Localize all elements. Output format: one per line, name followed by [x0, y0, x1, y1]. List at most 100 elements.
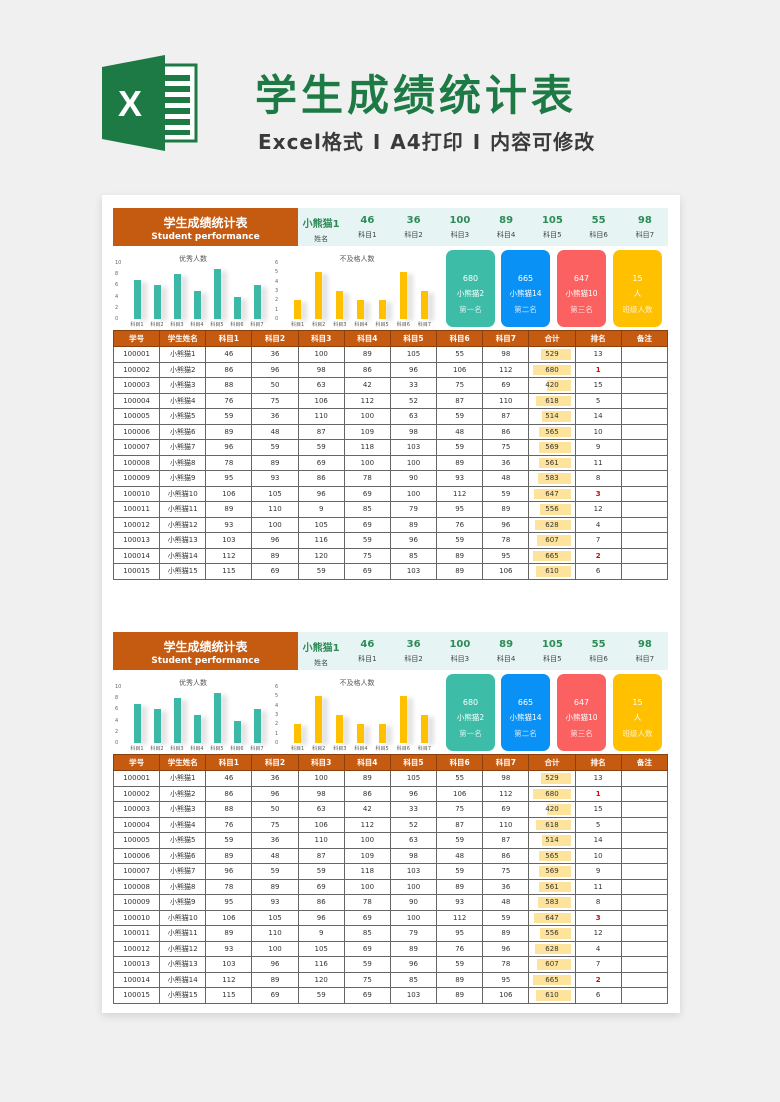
score-cell[interactable]: 100 — [343, 878, 391, 895]
total-cell[interactable]: 607 — [528, 532, 576, 549]
score-cell[interactable]: 59 — [436, 863, 484, 880]
student-name-cell[interactable]: 小熊猫15 — [159, 987, 207, 1004]
score-cell[interactable]: 100 — [389, 485, 438, 502]
total-cell[interactable]: 680 — [528, 785, 576, 802]
rank-cell[interactable]: 9 — [574, 863, 622, 880]
student-name-cell[interactable]: 小熊猫11 — [159, 501, 207, 518]
score-cell[interactable]: 100 — [251, 940, 299, 957]
rank-cell[interactable]: 3 — [574, 909, 622, 926]
student-name-cell[interactable]: 小熊猫4 — [159, 392, 207, 409]
score-cell[interactable]: 96 — [482, 940, 530, 957]
remark-cell[interactable] — [620, 532, 669, 549]
total-cell[interactable]: 680 — [528, 361, 576, 378]
rank-cell[interactable]: 2 — [574, 547, 622, 564]
score-cell[interactable]: 59 — [297, 863, 345, 880]
score-cell[interactable]: 118 — [343, 439, 391, 456]
score-cell[interactable]: 88 — [205, 377, 253, 394]
score-cell[interactable]: 75 — [482, 439, 530, 456]
rank-cell[interactable]: 7 — [574, 532, 622, 549]
remark-cell[interactable] — [620, 346, 669, 363]
score-cell[interactable]: 98 — [389, 423, 438, 440]
student-name-cell[interactable]: 小熊猫14 — [159, 547, 207, 564]
student-name-cell[interactable]: 小熊猫10 — [159, 485, 207, 502]
rank-cell[interactable]: 13 — [574, 346, 622, 363]
score-cell[interactable]: 90 — [389, 470, 438, 487]
student-name-cell[interactable]: 小熊猫1 — [159, 346, 207, 363]
student-id-cell[interactable]: 100008 — [112, 878, 161, 895]
total-cell[interactable]: 561 — [528, 878, 576, 895]
score-cell[interactable]: 98 — [389, 847, 438, 864]
score-cell[interactable]: 59 — [436, 408, 484, 425]
score-cell[interactable]: 110 — [251, 925, 299, 942]
score-cell[interactable]: 98 — [297, 361, 345, 378]
student-id-cell[interactable]: 100010 — [112, 909, 161, 926]
student-id-cell[interactable]: 100015 — [112, 563, 161, 580]
rank-cell[interactable]: 15 — [574, 801, 622, 818]
student-name-cell[interactable]: 小熊猫14 — [159, 971, 207, 988]
remark-cell[interactable] — [620, 547, 669, 564]
total-cell[interactable]: 583 — [528, 470, 576, 487]
score-cell[interactable]: 106 — [297, 392, 345, 409]
rank-cell[interactable]: 5 — [574, 816, 622, 833]
score-cell[interactable]: 100 — [343, 454, 391, 471]
rank-cell[interactable]: 8 — [574, 894, 622, 911]
score-cell[interactable]: 75 — [251, 392, 299, 409]
score-cell[interactable]: 59 — [297, 439, 345, 456]
column-header[interactable]: 科目3 — [297, 330, 345, 347]
score-cell[interactable]: 103 — [205, 532, 253, 549]
total-cell[interactable]: 610 — [528, 987, 576, 1004]
remark-cell[interactable] — [620, 987, 669, 1004]
score-cell[interactable]: 33 — [389, 377, 438, 394]
student-id-cell[interactable]: 100002 — [112, 785, 161, 802]
remark-cell[interactable] — [620, 485, 669, 502]
student-name-cell[interactable]: 小熊猫5 — [159, 832, 207, 849]
score-cell[interactable]: 100 — [389, 878, 438, 895]
rank-cell[interactable]: 11 — [574, 878, 622, 895]
rank-cell[interactable]: 9 — [574, 439, 622, 456]
score-cell[interactable]: 103 — [389, 439, 438, 456]
student-name-cell[interactable]: 小熊猫7 — [159, 439, 207, 456]
score-cell[interactable]: 110 — [482, 816, 530, 833]
column-header[interactable]: 科目2 — [251, 754, 299, 771]
student-name-cell[interactable]: 小熊猫6 — [159, 423, 207, 440]
total-cell[interactable]: 556 — [528, 501, 576, 518]
rank-cell[interactable]: 6 — [574, 987, 622, 1004]
rank-cell[interactable]: 4 — [574, 516, 622, 533]
score-cell[interactable]: 59 — [251, 439, 299, 456]
rank-cell[interactable]: 3 — [574, 485, 622, 502]
student-name-cell[interactable]: 小熊猫8 — [159, 454, 207, 471]
score-cell[interactable]: 55 — [436, 346, 484, 363]
score-cell[interactable]: 59 — [436, 832, 484, 849]
score-cell[interactable]: 89 — [436, 878, 484, 895]
column-header[interactable]: 排名 — [574, 330, 622, 347]
rank-cell[interactable]: 13 — [574, 770, 622, 787]
score-cell[interactable]: 76 — [205, 816, 253, 833]
score-cell[interactable]: 9 — [297, 501, 345, 518]
score-cell[interactable]: 63 — [389, 408, 438, 425]
score-cell[interactable]: 78 — [482, 532, 530, 549]
column-header[interactable]: 科目1 — [205, 754, 253, 771]
student-name-cell[interactable]: 小熊猫10 — [159, 909, 207, 926]
remark-cell[interactable] — [620, 563, 669, 580]
score-cell[interactable]: 48 — [436, 423, 484, 440]
total-cell[interactable]: 420 — [528, 801, 576, 818]
score-cell[interactable]: 69 — [297, 454, 345, 471]
score-cell[interactable]: 59 — [297, 563, 345, 580]
score-cell[interactable]: 36 — [482, 454, 530, 471]
score-cell[interactable]: 79 — [389, 925, 438, 942]
total-cell[interactable]: 529 — [528, 770, 576, 787]
score-cell[interactable]: 96 — [482, 516, 530, 533]
score-cell[interactable]: 86 — [297, 894, 345, 911]
score-cell[interactable]: 98 — [297, 785, 345, 802]
remark-cell[interactable] — [620, 816, 669, 833]
rank-cell[interactable]: 4 — [574, 940, 622, 957]
score-cell[interactable]: 106 — [482, 563, 530, 580]
score-cell[interactable]: 69 — [343, 987, 391, 1004]
score-cell[interactable]: 89 — [482, 925, 530, 942]
column-header[interactable]: 备注 — [620, 754, 669, 771]
score-cell[interactable]: 69 — [297, 878, 345, 895]
rank-cell[interactable]: 10 — [574, 423, 622, 440]
score-cell[interactable]: 69 — [251, 987, 299, 1004]
student-id-cell[interactable]: 100013 — [112, 532, 161, 549]
rank-cell[interactable]: 10 — [574, 847, 622, 864]
